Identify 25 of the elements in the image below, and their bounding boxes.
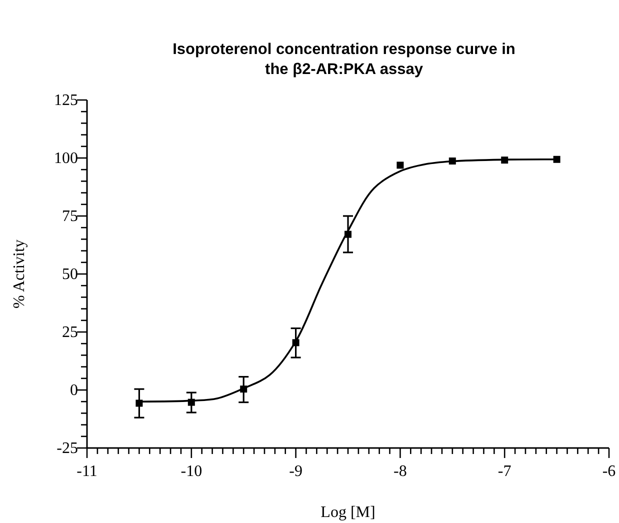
point <box>344 230 352 238</box>
point <box>292 339 300 346</box>
point <box>240 386 248 393</box>
x-tick-label: -10 <box>180 463 202 480</box>
y-tick-label: 125 <box>54 92 78 109</box>
point <box>553 156 560 163</box>
x-tick-label: -9 <box>289 463 302 480</box>
x-tick-label: -11 <box>76 463 98 480</box>
y-tick-label: 50 <box>62 266 78 283</box>
y-axis-title: % Activity <box>11 240 28 308</box>
y-tick-label: 0 <box>70 382 78 399</box>
x-tick-label: -7 <box>498 463 512 480</box>
point <box>136 400 143 407</box>
point <box>448 158 456 165</box>
x-tick-label: -6 <box>602 463 616 480</box>
y-tick-label: 75 <box>62 208 78 225</box>
point <box>396 162 404 169</box>
y-tick-label: -25 <box>56 440 78 457</box>
y-tick-label: 25 <box>62 324 78 341</box>
point <box>188 398 195 406</box>
point <box>501 156 508 164</box>
y-tick-label: 100 <box>54 150 78 167</box>
x-tick-label: -8 <box>394 463 407 480</box>
chart-title: Isoproterenol concentration response curve in the β2-AR:PKA assay <box>172 41 516 78</box>
x-axis-title: Log [M] <box>320 504 376 521</box>
